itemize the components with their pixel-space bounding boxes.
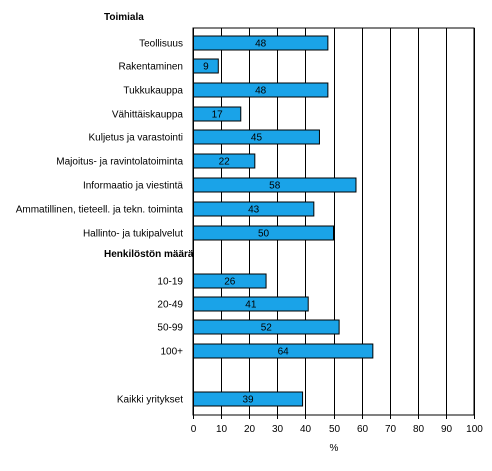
bar (193, 58, 219, 74)
bar (193, 177, 357, 193)
x-axis: 0 10 20 30 40 50 60 70 80 90 100% (191, 415, 483, 454)
bar (193, 296, 309, 312)
x-tick-label: 80 (413, 424, 425, 435)
category-label: 100+ (160, 347, 183, 358)
category-label: Hallinto- ja tukipalvelut (83, 229, 183, 240)
x-tick-label: 20 (244, 424, 256, 435)
data-label: 26 (224, 277, 236, 288)
data-label: 48 (255, 86, 267, 97)
data-label: 64 (278, 347, 290, 358)
bar (193, 391, 304, 407)
bar (193, 35, 329, 51)
category-label: Ammatillinen, tieteell. ja tekn. toimint… (16, 205, 184, 216)
data-label: 45 (251, 133, 263, 144)
data-label: 39 (242, 395, 254, 406)
bar (193, 129, 320, 145)
category-label: Vähittäiskauppa (112, 110, 184, 121)
category-label: Tukkukauppa (123, 86, 183, 97)
bars: 48 9 48 17 45 22 58 43 50 26 41 52 64 39 (193, 35, 374, 407)
data-label: 48 (255, 39, 267, 50)
data-label: 43 (248, 205, 260, 216)
category-label: Informaatio ja viestintä (83, 181, 183, 192)
bar (193, 273, 267, 289)
x-axis-title: % (330, 443, 339, 454)
category-label: 10-19 (157, 277, 183, 288)
x-tick-label: 90 (441, 424, 453, 435)
category-label: Teollisuus (139, 39, 183, 50)
category-label: Majoitus- ja ravintolatoiminta (56, 157, 183, 168)
category-labels: Teollisuus Rakentaminen Tukkukauppa Vähittä… (16, 39, 184, 406)
bar (193, 153, 256, 169)
data-label: 17 (212, 110, 224, 121)
group-heading: Henkilöstön määrä (104, 249, 194, 260)
data-label: 9 (203, 62, 209, 73)
data-label: 58 (269, 181, 281, 192)
group-heading: Toimiala (104, 12, 144, 23)
x-tick-label: 30 (272, 424, 284, 435)
x-tick-label: 50 (329, 424, 341, 435)
bar (193, 225, 334, 241)
data-label: 22 (219, 157, 231, 168)
data-label: 41 (245, 300, 257, 311)
category-label: Kuljetus ja varastointi (89, 133, 184, 144)
category-label: Rakentaminen (119, 62, 183, 73)
x-tick-label: 10 (216, 424, 228, 435)
bar (193, 319, 340, 335)
x-tick-label: 40 (300, 424, 312, 435)
x-tick-label: 70 (385, 424, 397, 435)
category-label: 50-99 (157, 323, 183, 334)
data-label: 50 (258, 229, 270, 240)
category-label: Kaikki yritykset (117, 395, 183, 406)
x-tick-label: 60 (357, 424, 369, 435)
bar (193, 343, 374, 359)
bar (193, 106, 242, 122)
group-headings: Toimiala Henkilöstön määrä (104, 12, 194, 260)
bar (193, 82, 329, 98)
x-tick-label: 0 (191, 424, 197, 435)
category-label: 20-49 (157, 300, 183, 311)
bar (193, 201, 315, 217)
x-tick-label: 100 (466, 424, 483, 435)
data-label: 52 (261, 323, 273, 334)
